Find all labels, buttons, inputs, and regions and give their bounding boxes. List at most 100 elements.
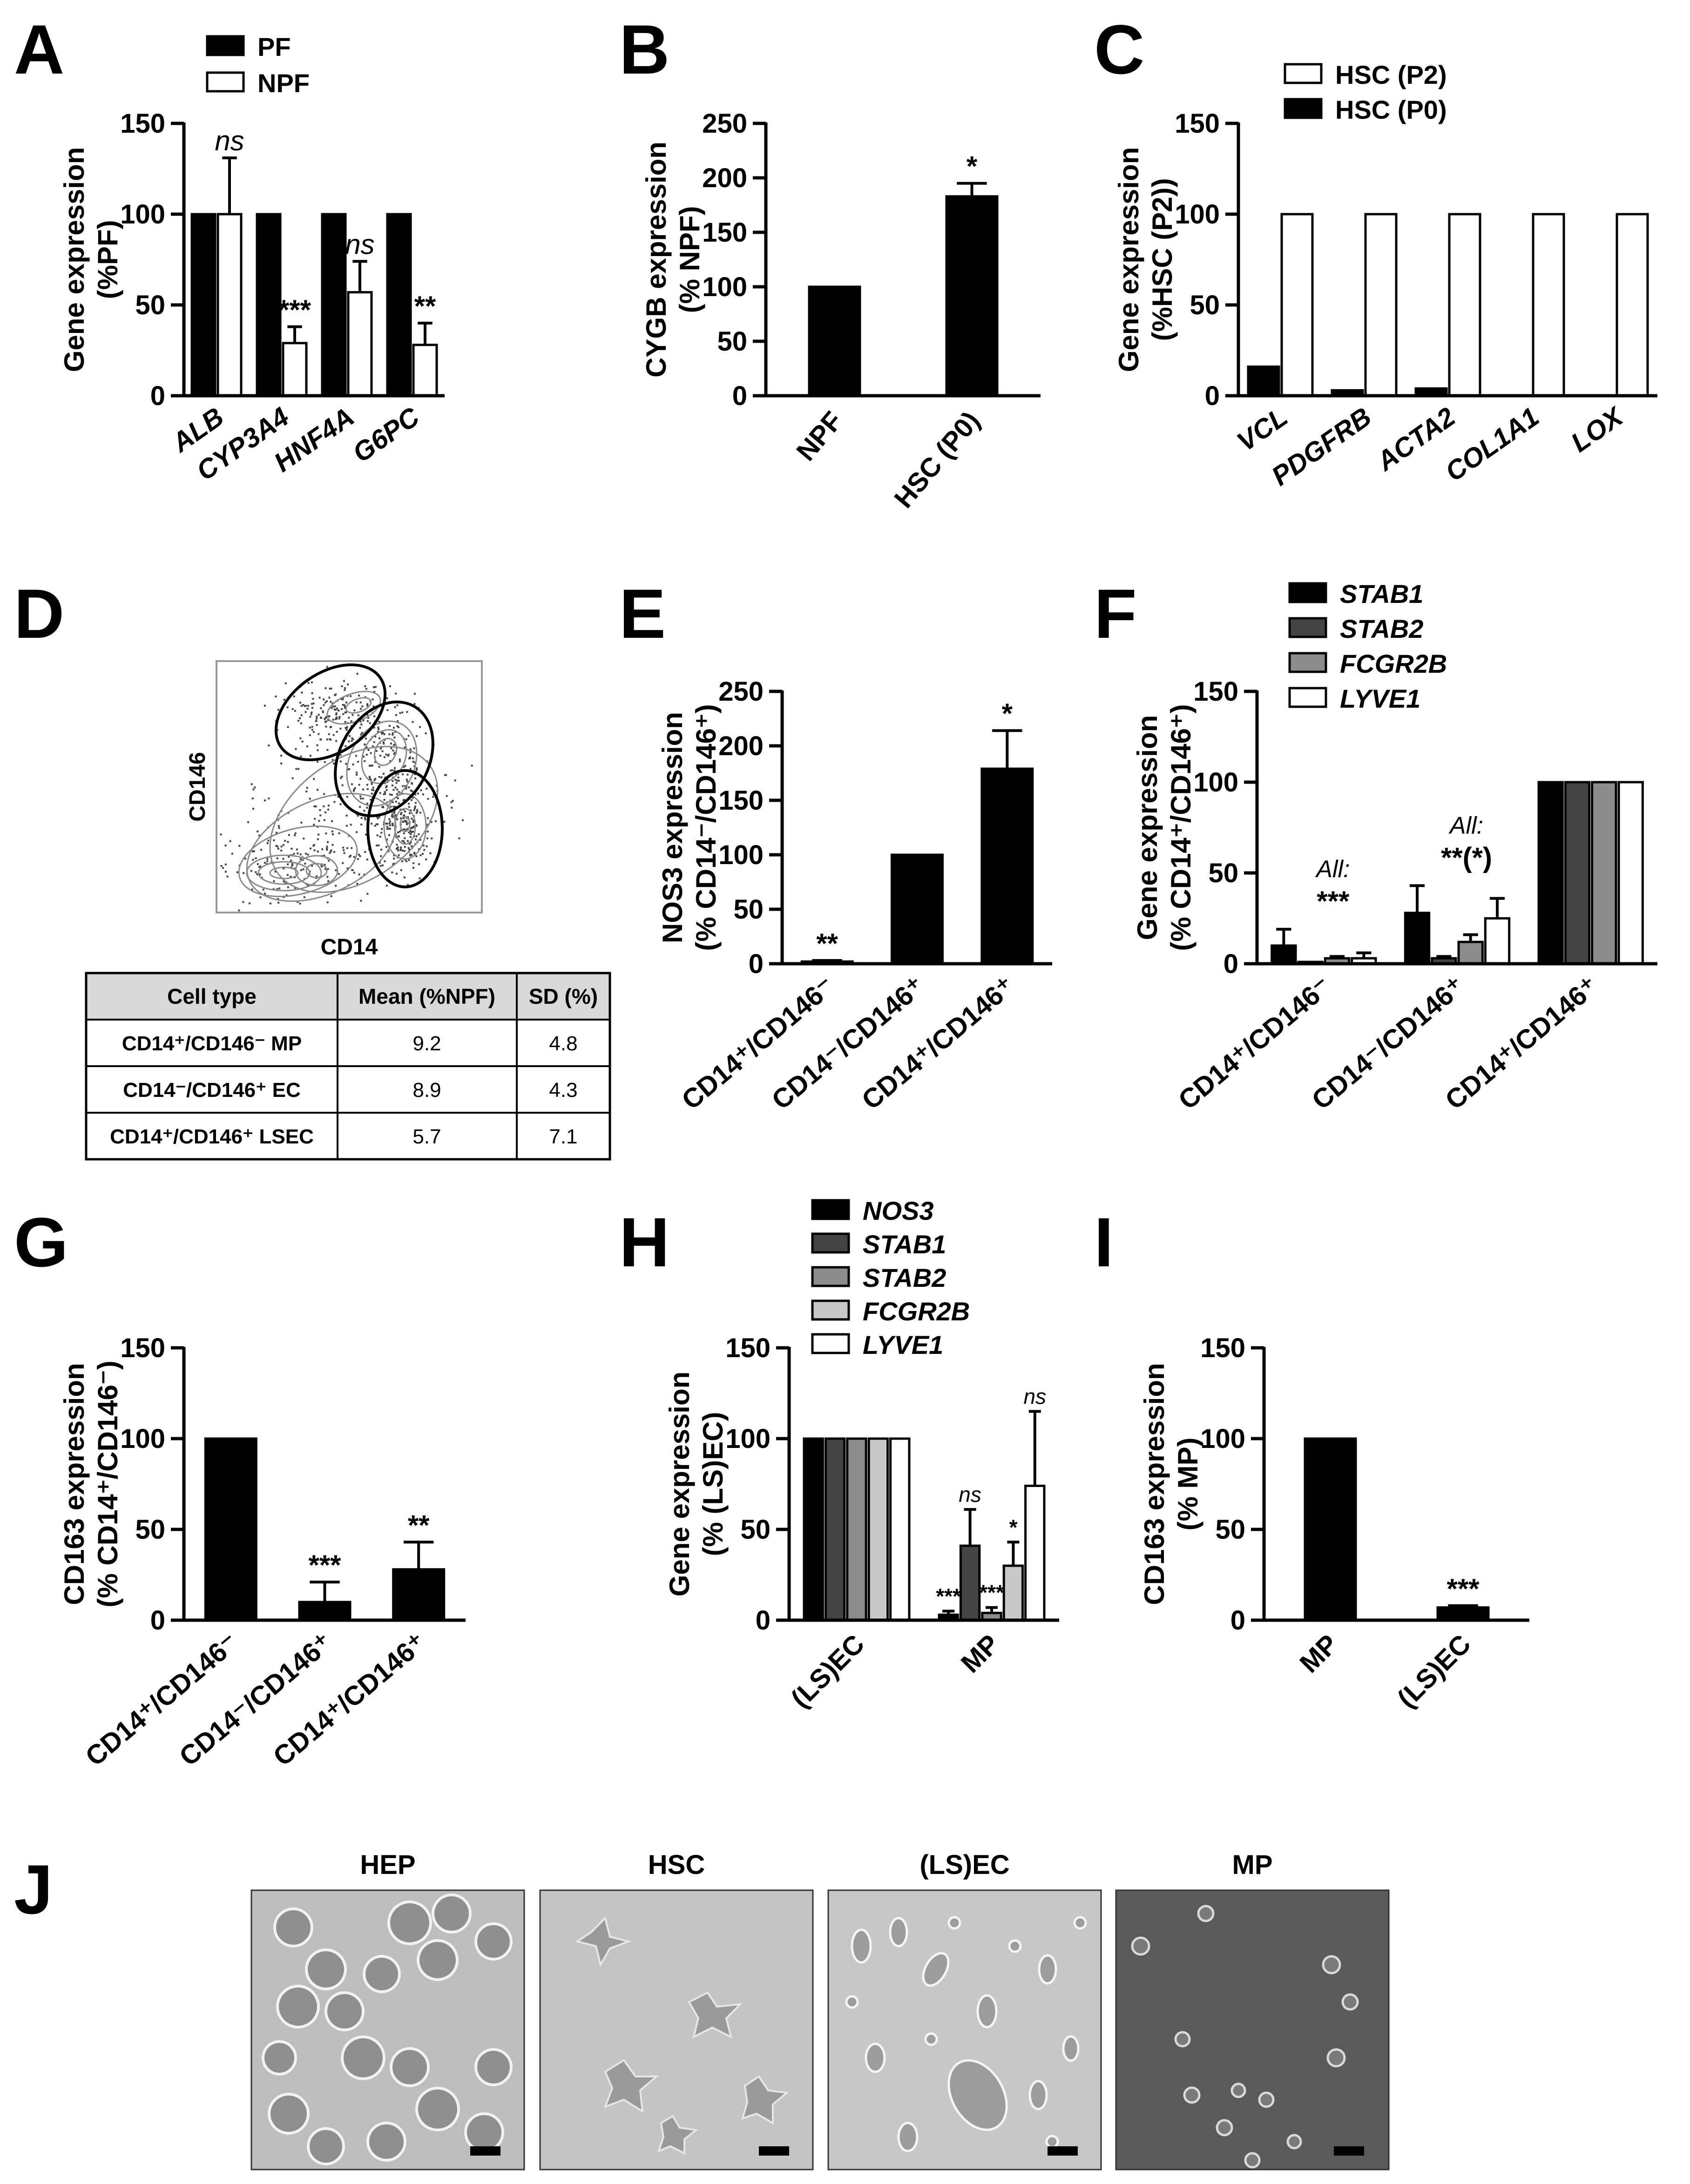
flow-dot [329, 726, 331, 728]
flow-dot [305, 852, 307, 855]
flow-dot [293, 852, 295, 855]
flow-dot [328, 733, 330, 735]
flow-dot [318, 820, 320, 822]
flow-dot [331, 830, 333, 832]
flow-dot [413, 747, 415, 750]
flow-dot [358, 694, 360, 696]
flow-dot [335, 712, 338, 715]
flow-dot [325, 716, 327, 718]
flow-dot [365, 688, 367, 690]
flow-dot [375, 823, 378, 825]
flow-dot [275, 845, 277, 847]
bar-f [1484, 917, 1511, 965]
flow-dot [312, 731, 315, 733]
flow-dot [220, 865, 223, 867]
flow-dot [351, 847, 353, 849]
flow-dot [397, 849, 399, 852]
flow-dot [406, 823, 408, 825]
y-tick-label-e: 250 [718, 676, 764, 707]
flow-dot [397, 835, 399, 838]
flow-dot [393, 815, 396, 817]
flow-dot [430, 821, 433, 823]
flow-dot [403, 832, 405, 834]
flow-dot [362, 798, 364, 800]
flow-dot [401, 860, 403, 862]
flow-dot [301, 691, 303, 694]
flow-dot [408, 806, 410, 808]
bar-b [945, 195, 999, 397]
flow-dot [402, 785, 404, 787]
flow-dot [393, 770, 396, 772]
flow-dot [294, 834, 296, 837]
flow-dot [351, 783, 353, 785]
flow-dot [362, 719, 365, 722]
flow-dot [404, 746, 406, 749]
legend-label-c: HSC (P2) [1335, 60, 1447, 89]
flow-dot [367, 749, 370, 751]
flow-dot [389, 828, 391, 830]
flow-dot [406, 773, 409, 776]
flow-dot [364, 817, 366, 819]
flow-dot [231, 852, 233, 855]
bar-f [1591, 781, 1617, 965]
flow-dot [250, 870, 252, 872]
y-axis-label-line: (% NPF) [674, 206, 705, 313]
flow-dot [323, 698, 325, 701]
flow-dot [399, 831, 401, 833]
significance-g: ** [408, 1509, 430, 1541]
panel-label-g: G [14, 1203, 68, 1281]
flow-dot [268, 744, 270, 747]
bar-a [282, 342, 308, 397]
flow-dot [408, 786, 410, 789]
flow-dot [405, 821, 407, 823]
flow-dot [259, 865, 262, 867]
flow-dot [385, 786, 387, 788]
flow-dot [297, 852, 299, 855]
flow-dot [312, 702, 315, 704]
flow-dot [348, 735, 351, 737]
flow-dot [331, 702, 334, 704]
significance-h: *** [936, 1584, 961, 1609]
flow-dot [293, 695, 295, 697]
flow-dot [403, 814, 405, 817]
flow-dot [408, 849, 411, 851]
flow-dot [417, 792, 419, 795]
y-tick-label-f: 0 [1224, 949, 1238, 979]
flow-dot [379, 865, 382, 867]
flow-dot [396, 788, 399, 791]
bar-c [1532, 213, 1565, 397]
flow-dot [395, 782, 398, 784]
flow-dot [280, 845, 283, 848]
flow-dot [340, 777, 342, 779]
flow-dot [427, 798, 429, 800]
flow-dot [356, 883, 358, 885]
table-row-2-type: CD14⁻/CD146⁺ EC [123, 1079, 300, 1102]
flow-dot [318, 733, 320, 735]
flow-dot [344, 689, 346, 691]
flow-dot [399, 760, 401, 763]
flow-dot [306, 745, 309, 748]
y-axis-label-g: CD163 expression(% CD14⁺/CD146⁻) [59, 1360, 123, 1607]
flow-dot [315, 720, 318, 722]
flow-dot [249, 902, 251, 905]
flow-dot [327, 719, 330, 721]
flow-dot [317, 838, 319, 840]
flow-dot [422, 793, 424, 796]
flow-dot [402, 820, 405, 823]
flow-dot [409, 768, 412, 770]
flow-dot [309, 847, 311, 850]
flow-dot [387, 850, 390, 852]
flow-dot [357, 761, 359, 763]
flow-dot [229, 840, 231, 842]
flow-contours [238, 690, 439, 902]
y-tick-label-h: 50 [740, 1515, 771, 1545]
flow-dot [277, 709, 279, 711]
flow-dot [399, 712, 401, 714]
flow-dot [302, 704, 304, 706]
y-tick-label-a: 0 [150, 381, 165, 411]
flow-dot [313, 824, 315, 826]
flow-dot [419, 877, 421, 879]
flow-dot [415, 770, 417, 772]
flow-dot [411, 854, 413, 856]
flow-dot [332, 762, 335, 764]
